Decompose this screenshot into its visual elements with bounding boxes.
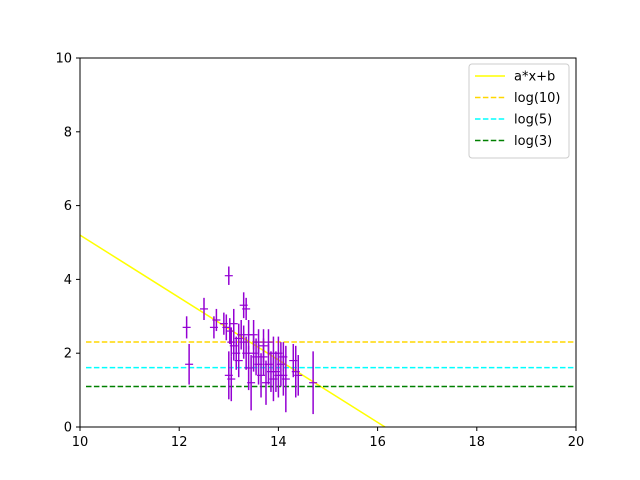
legend-label: log(3)	[514, 134, 552, 149]
legend-label: a*x+b	[514, 70, 555, 85]
y-tick-label: 10	[55, 52, 72, 67]
axes-frame	[79, 57, 577, 428]
data-point	[264, 329, 273, 356]
data-point	[234, 343, 243, 378]
x-tick-label: 18	[469, 435, 486, 450]
x-tick-label: 14	[270, 435, 287, 450]
data-point	[182, 316, 191, 339]
x-tick-label: 16	[369, 435, 386, 450]
x-tick-label: 20	[568, 435, 585, 450]
data-point	[227, 356, 236, 402]
plot-area	[80, 234, 574, 427]
y-tick-label: 8	[64, 125, 72, 140]
data-point	[200, 297, 208, 320]
x-tick-label: 10	[72, 435, 89, 450]
data-point	[225, 318, 234, 344]
data-point	[242, 297, 251, 320]
data-point	[222, 314, 231, 341]
axes: 10 12 14 16 18 20 0 2 4 6 8 10	[55, 52, 584, 451]
data-point	[247, 355, 256, 411]
legend-box	[468, 63, 570, 159]
legend-label: log(10)	[514, 91, 561, 106]
y-tick-label: 2	[64, 347, 72, 362]
legend: a*x+b log(10) log(5) log(3)	[468, 63, 570, 159]
data-point	[281, 345, 290, 413]
data-point	[294, 355, 303, 396]
data-point	[259, 338, 268, 376]
y-tick-label: 0	[64, 421, 72, 436]
legend-label: log(5)	[514, 113, 552, 128]
x-tick-label: 12	[171, 435, 188, 450]
y-tick-label: 6	[64, 199, 72, 214]
data-point	[309, 351, 318, 415]
data-point	[224, 266, 233, 285]
y-tick-label: 4	[64, 273, 72, 288]
data-point	[185, 343, 194, 385]
data-point	[212, 308, 221, 332]
